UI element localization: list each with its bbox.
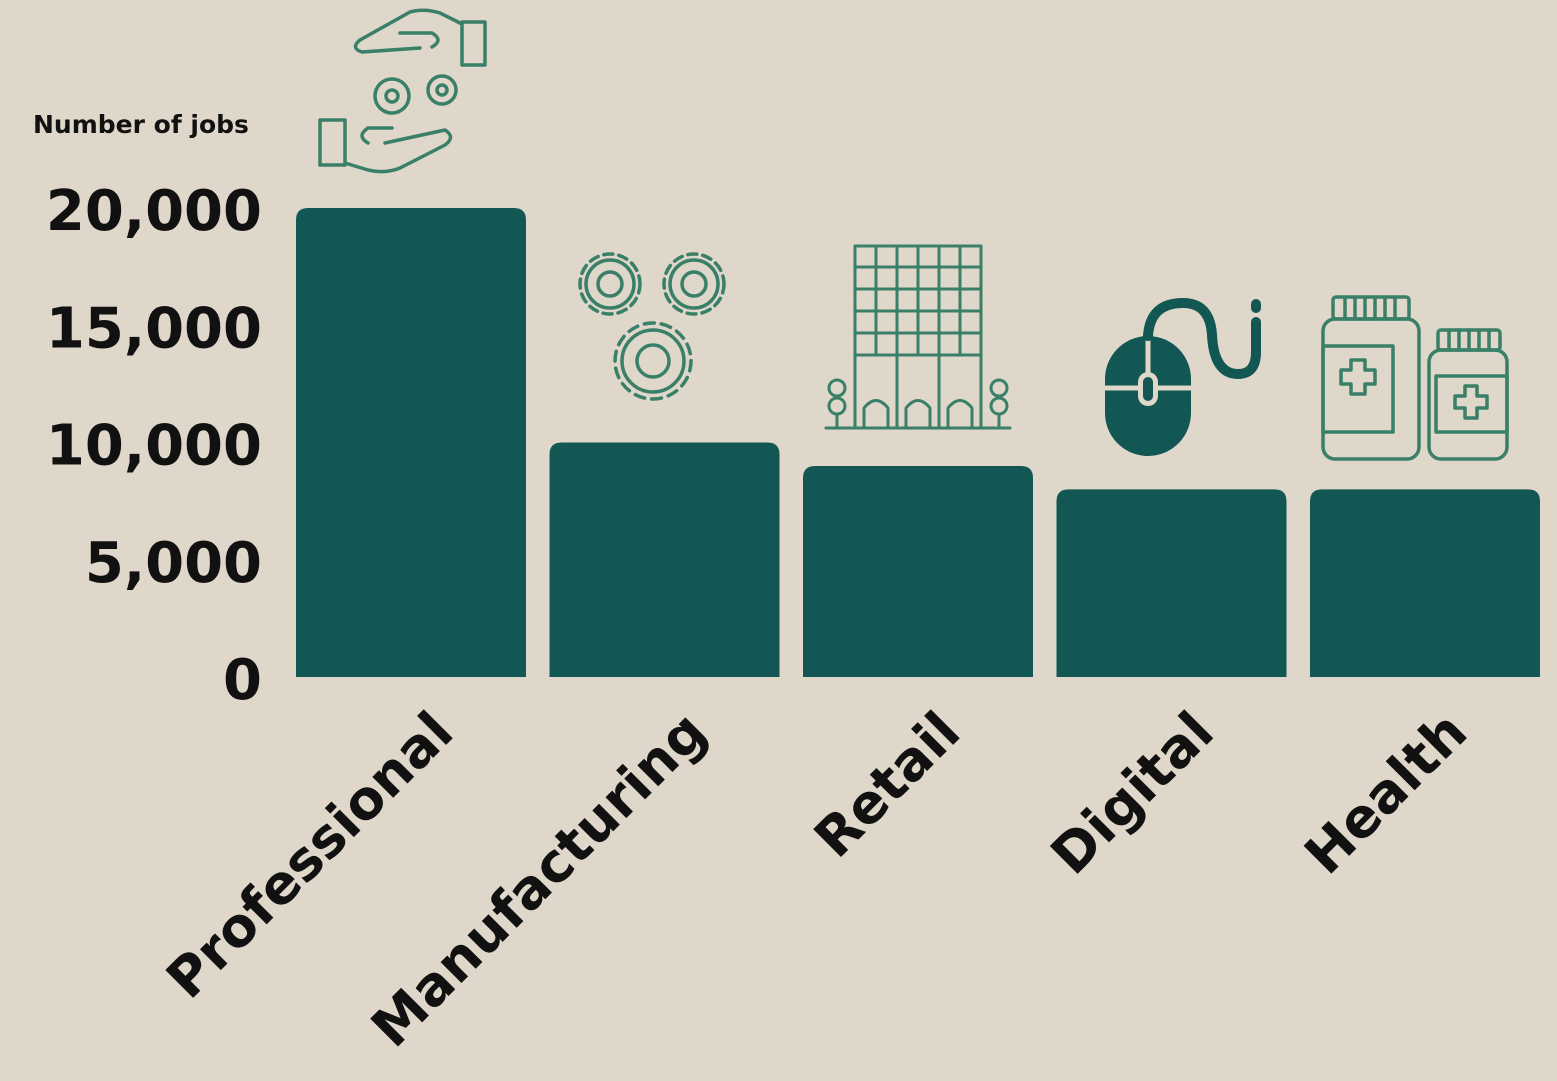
hands-gears-icon [318,8,487,174]
y-tick-label: 5,000 [85,531,262,596]
medicine-bottles-icon [1321,295,1509,461]
y-tick-label: 10,000 [46,414,262,479]
bar-retail [803,465,1033,677]
bar-professional [296,208,526,677]
bar-health [1310,489,1540,677]
category-label-health: Health [1292,700,1479,887]
gears-icon [578,252,726,401]
y-axis-ticks: 0 5,000 10,000 15,000 20,000 [46,179,262,713]
mouse-icon [1105,297,1261,456]
building-icon [824,244,1012,430]
category-label-retail: Retail [802,700,972,870]
bar-digital [1056,489,1287,677]
bars [296,208,1540,677]
y-axis-label: Number of jobs [33,110,249,139]
y-tick-label: 20,000 [46,179,262,244]
category-label-digital: Digital [1039,700,1226,887]
bar-manufacturing [549,442,780,677]
y-tick-label: 15,000 [46,296,262,361]
y-tick-label: 0 [223,648,262,713]
